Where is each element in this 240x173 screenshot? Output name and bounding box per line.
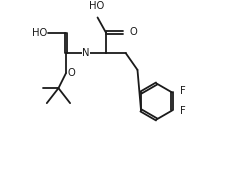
- Text: HO: HO: [89, 1, 104, 11]
- Text: F: F: [180, 86, 186, 97]
- Text: F: F: [180, 106, 186, 116]
- Text: HO: HO: [32, 28, 47, 38]
- Text: O: O: [130, 27, 137, 37]
- Text: N: N: [82, 48, 90, 58]
- Text: O: O: [68, 68, 75, 78]
